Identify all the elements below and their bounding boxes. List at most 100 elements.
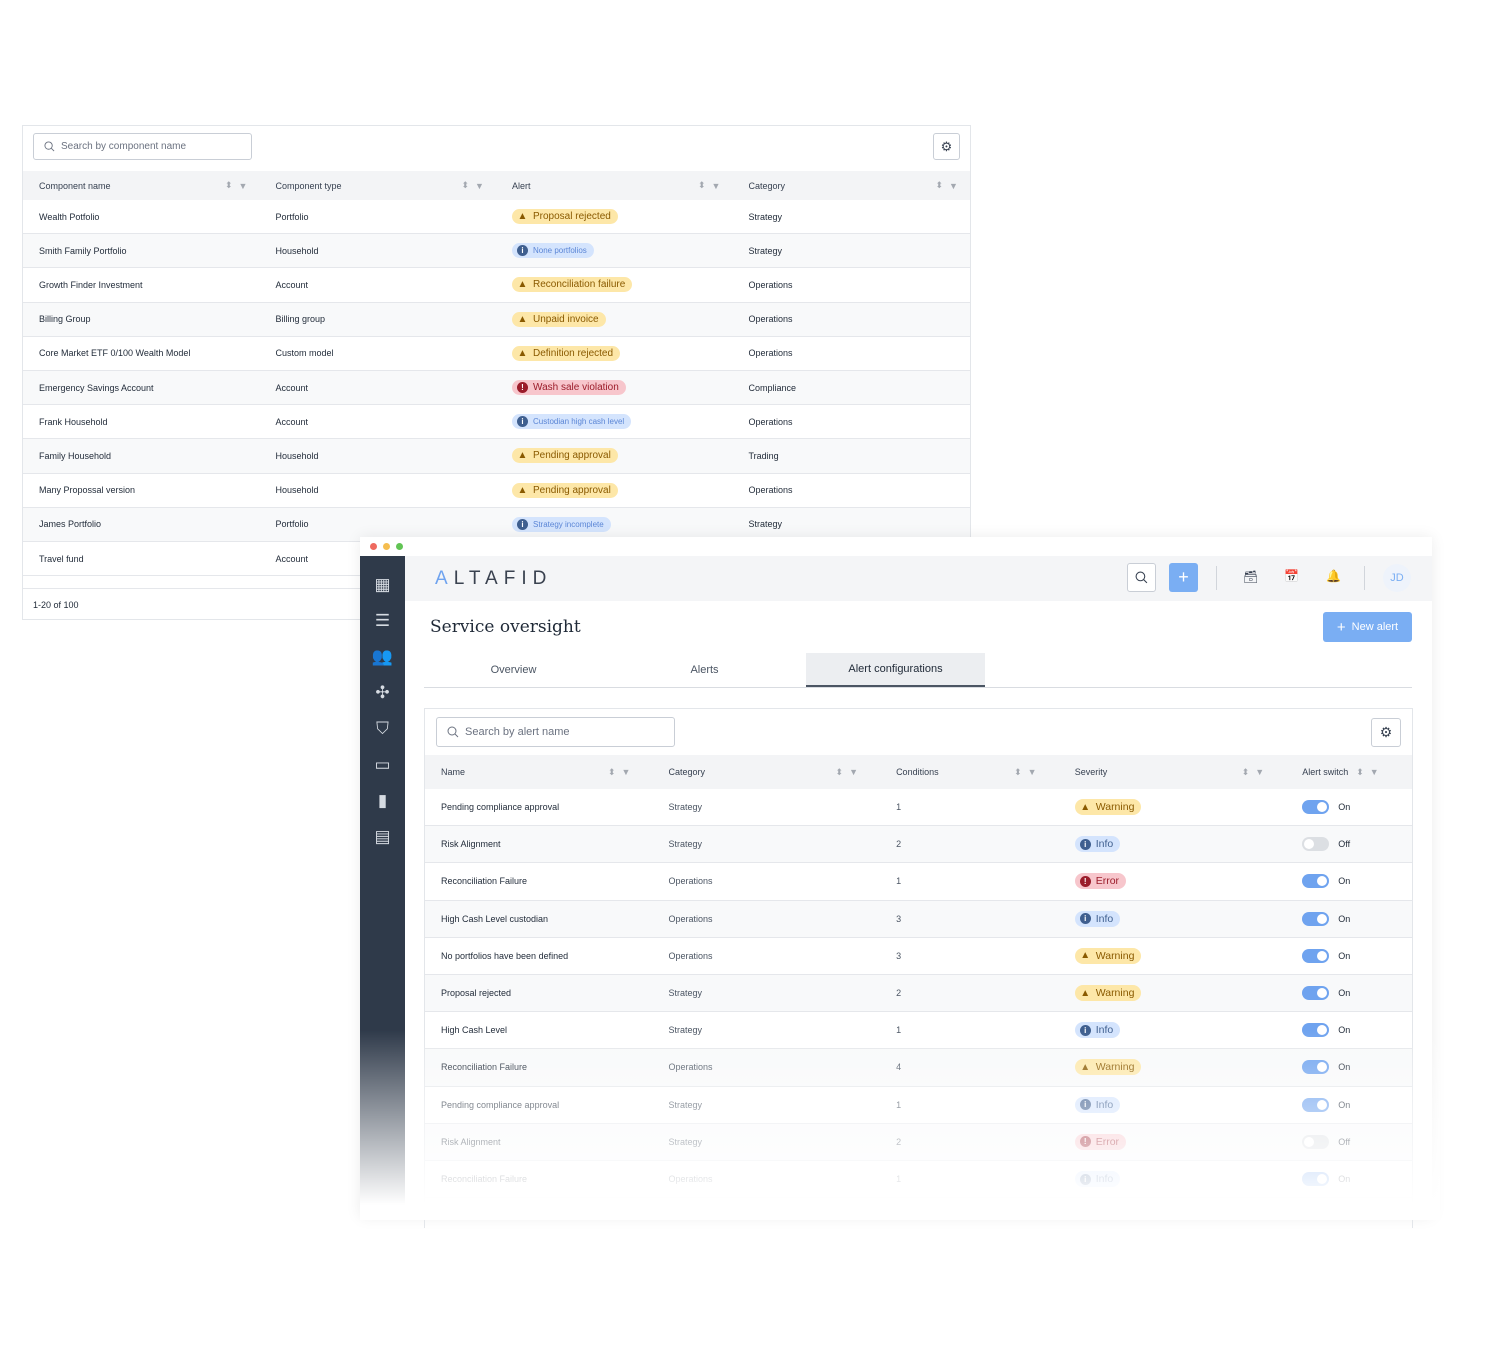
maximize-dot[interactable] xyxy=(396,543,403,550)
tab-alerts[interactable]: Alerts xyxy=(690,664,719,676)
column-header[interactable]: Severity ⬍ ▼ xyxy=(1059,755,1287,789)
table-settings-button[interactable]: ⚙ xyxy=(933,133,960,160)
column-header[interactable]: Name ⬍ ▼ xyxy=(425,755,653,789)
alert-label: None portfolios xyxy=(533,246,587,256)
table-row[interactable]: No portfolios have been defined Operation… xyxy=(425,938,1412,975)
filter-icon[interactable]: ▼ xyxy=(475,180,484,191)
cell-severity: i Info xyxy=(1059,910,1287,927)
alert-toggle[interactable] xyxy=(1302,837,1330,852)
column-header[interactable]: Conditions ⬍ ▼ xyxy=(880,755,1059,789)
search-icon xyxy=(1135,571,1148,584)
warning-icon: ▲ xyxy=(517,279,528,291)
tab-alert-configurations[interactable]: Alert configurations xyxy=(806,653,985,687)
alert-toggle[interactable] xyxy=(1302,911,1330,926)
alert-toggle[interactable] xyxy=(1302,800,1330,815)
filter-icon[interactable]: ▼ xyxy=(949,180,958,191)
table-row[interactable]: Billing Group Billing group ▲ Unpaid invoic… xyxy=(23,302,970,337)
cell-alert: ▲ Definition rejected xyxy=(496,345,733,361)
switch-label: On xyxy=(1338,988,1351,999)
alert-label: Reconciliation failure xyxy=(533,279,626,291)
sort-icon[interactable]: ⬍ xyxy=(608,766,616,777)
cell-severity: ▲ Warning xyxy=(1059,799,1287,816)
filter-icon[interactable]: ▼ xyxy=(1027,767,1037,777)
sort-icon[interactable]: ⬍ xyxy=(461,180,470,190)
info-icon: i xyxy=(1079,838,1091,850)
bell-icon[interactable]: 🔔 xyxy=(1326,569,1341,583)
sidebar-item[interactable]: ⛉ xyxy=(360,711,405,747)
table-row[interactable]: High Cash Level custodian Operations 3 i Inf… xyxy=(425,900,1412,938)
alert-search-input[interactable]: Search by alert name xyxy=(436,717,675,747)
add-button[interactable]: + xyxy=(1169,563,1198,592)
table-settings-button[interactable]: ⚙ xyxy=(1371,718,1401,747)
sort-icon[interactable]: ⬍ xyxy=(1356,766,1364,777)
dashboard-icon: ▦ xyxy=(374,575,391,594)
filter-icon[interactable]: ▼ xyxy=(1255,767,1265,777)
alert-toggle[interactable] xyxy=(1302,986,1330,1001)
minimize-dot[interactable] xyxy=(383,543,390,550)
column-header[interactable]: Alert ⬍ ▼ xyxy=(496,171,733,200)
filter-icon[interactable]: ▼ xyxy=(711,180,721,191)
table-row[interactable]: Growth Finder Investment Account ▲ Reconcil… xyxy=(23,268,970,303)
calendar-icon[interactable]: 📅 xyxy=(1284,569,1299,583)
sort-filter-controls: ⬍ ▼ xyxy=(1014,767,1036,778)
sort-icon[interactable]: ⬍ xyxy=(835,766,844,777)
cell-type: Account xyxy=(275,553,309,564)
column-header[interactable]: Alert switch ⬍ ▼ xyxy=(1286,755,1412,789)
tab-overview[interactable]: Overview xyxy=(490,664,537,676)
alert-toggle[interactable] xyxy=(1302,948,1330,963)
table-row[interactable]: Wealth Potfolio Portfolio ▲ Proposal reject… xyxy=(23,200,970,235)
column-header[interactable]: Component type ⬍ ▼ xyxy=(260,171,497,200)
component-search-input[interactable]: Search by component name xyxy=(33,133,252,160)
sidebar-item[interactable]: ▭ xyxy=(360,747,405,783)
cell-alert-switch: On xyxy=(1286,986,1412,1001)
top-header: ALTAFID + 🗃 📅 🔔 JD xyxy=(405,556,1432,601)
cell-conditions: 2 xyxy=(896,839,902,850)
column-header[interactable]: Category ⬍ ▼ xyxy=(733,171,971,200)
table-row[interactable]: Family Household Household ▲ Pending approv… xyxy=(23,439,970,474)
sidebar-item[interactable]: ▦ xyxy=(360,567,405,603)
column-label: Component type xyxy=(275,180,342,191)
sidebar-item[interactable]: ▮ xyxy=(360,783,405,819)
table-row[interactable]: Core Market ETF 0/100 Wealth Model Custom… xyxy=(23,337,970,371)
money-icon: ▭ xyxy=(374,755,391,774)
sidebar-item[interactable]: ☰ xyxy=(360,603,405,639)
cell-alert: i None portfolios xyxy=(496,243,733,259)
sort-filter-controls: ⬍ ▼ xyxy=(698,180,720,191)
table-row[interactable]: Pending compliance approval Strategy 1 ▲ War… xyxy=(425,789,1412,827)
sort-icon[interactable]: ⬍ xyxy=(935,180,944,190)
new-alert-button[interactable]: + New alert xyxy=(1323,612,1412,642)
alert-toggle[interactable] xyxy=(1302,874,1330,889)
sort-icon[interactable]: ⬍ xyxy=(1241,766,1250,777)
sidebar-item[interactable]: ▤ xyxy=(360,819,405,855)
filter-icon[interactable]: ▼ xyxy=(849,767,858,777)
sort-icon[interactable]: ⬍ xyxy=(698,180,706,190)
table-row[interactable]: Emergency Savings Account Account! Wash sa… xyxy=(23,371,970,406)
table-row[interactable]: Reconciliation Failure Operations 1! Error O… xyxy=(425,863,1412,901)
cell-name: Billing Group xyxy=(39,314,91,325)
inbox-icon[interactable]: 🗃 xyxy=(1243,570,1259,584)
table-row[interactable]: Frank Household Account i Custodian high ca… xyxy=(23,405,970,440)
plus-icon: + xyxy=(1178,567,1189,587)
filter-icon[interactable]: ▼ xyxy=(1369,767,1379,777)
column-header[interactable]: Component name ⬍ ▼ xyxy=(23,171,260,200)
table-row[interactable]: Proposal rejected Strategy 2 ▲ Warning On xyxy=(425,975,1412,1013)
column-header[interactable]: Category ⬍ ▼ xyxy=(653,755,881,789)
sidebar-item[interactable]: 👥 xyxy=(360,639,405,675)
cell-alert: i Strategy incomplete xyxy=(496,516,733,532)
cell-type: Household xyxy=(275,450,319,461)
alert-label: Definition rejected xyxy=(533,347,614,359)
avatar[interactable]: JD xyxy=(1383,564,1411,592)
table-row[interactable]: Many Propossal version Household ▲ Pending … xyxy=(23,474,970,508)
filter-icon[interactable]: ▼ xyxy=(621,767,631,777)
table-row[interactable]: Smith Family Portfolio Household i None por… xyxy=(23,234,970,269)
warning-icon: ▲ xyxy=(517,450,528,462)
close-dot[interactable] xyxy=(370,543,377,550)
sidebar-item[interactable]: ✣ xyxy=(360,675,405,711)
cell-type: Portfolio xyxy=(275,519,309,530)
cell-category: Strategy xyxy=(668,988,703,999)
sort-icon[interactable]: ⬍ xyxy=(1014,766,1022,777)
filter-icon[interactable]: ▼ xyxy=(238,180,248,191)
table-row[interactable]: Risk Alignment Strategy 2 i Info Off xyxy=(425,826,1412,864)
sort-icon[interactable]: ⬍ xyxy=(225,180,233,190)
search-button[interactable] xyxy=(1127,563,1156,592)
